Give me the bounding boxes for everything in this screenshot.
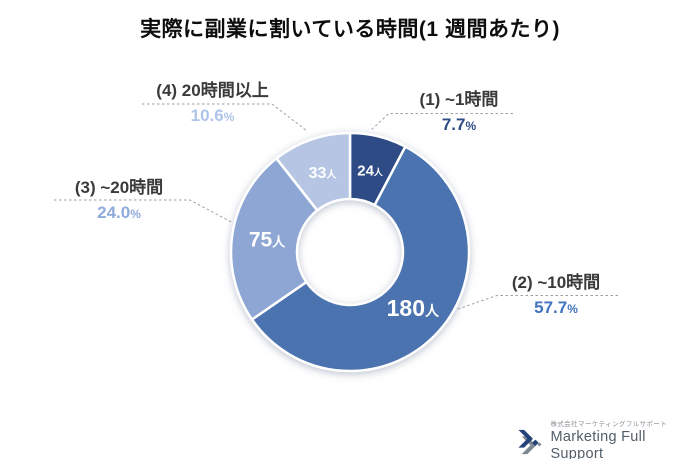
callout-2-percent: 57.7% [534, 298, 578, 317]
leader-line-2 [454, 295, 618, 311]
logo-company-jp: 株式会社マーケティングフルサポート [550, 421, 668, 428]
segment-count-4: 33人 [309, 165, 338, 182]
logo-text: 株式会社マーケティングフルサポート Marketing Full Support [550, 420, 700, 459]
callout-1-under1hour: (1) ~1時間 7.7% [392, 90, 526, 135]
donut-segment-2 [250, 145, 471, 373]
segment-count-3: 75人 [249, 229, 286, 252]
callout-2-under10hours: (2) ~10時間 57.7% [489, 273, 623, 318]
logo-mark-icon [518, 429, 542, 454]
logo-diamond-navy [532, 439, 539, 446]
logo-chevron-navy [518, 429, 533, 448]
callout-2-label: (2) ~10時間 [511, 273, 601, 292]
donut-segment-3 [229, 157, 319, 321]
callout-4-over20hours: (4) 20時間以上 10.6% [140, 81, 285, 126]
leader-lines [54, 103, 618, 311]
leader-line-4 [142, 103, 308, 132]
logo-company-en: Marketing Full Support [550, 429, 646, 459]
leader-line-1 [370, 113, 513, 131]
callout-3-under20hours: (3) ~20時間 24.0% [49, 178, 189, 223]
logo-diamond-gray [537, 441, 542, 446]
page-title: 実際に副業に割いている時間(1 週間あたり) [140, 18, 560, 41]
callout-1-percent: 7.7% [441, 115, 477, 134]
leader-line-3 [54, 199, 236, 225]
callout-3-label: (3) ~20時間 [74, 178, 164, 197]
segment-count-1: 24人 [357, 163, 384, 180]
callout-1-label: (1) ~1時間 [419, 90, 499, 109]
company-logo: 株式会社マーケティングフルサポート Marketing Full Support [516, 420, 700, 459]
donut-segment-4 [275, 131, 352, 212]
callout-3-percent: 24.0% [97, 203, 141, 222]
callout-4-percent: 10.6% [190, 106, 235, 125]
callout-4-label: (4) 20時間以上 [156, 81, 269, 100]
